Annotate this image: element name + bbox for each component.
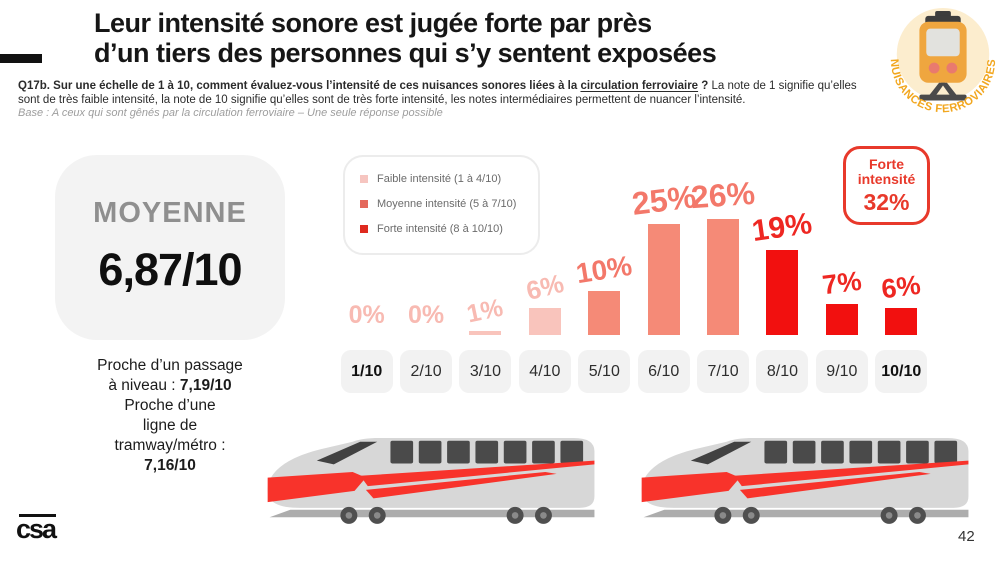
question-regular-text: La note de 1 signifie qu’elles sont de t… [18,80,857,106]
average-value: 6,87/10 [98,244,242,295]
bar-5-10 [588,290,621,335]
highlight-line1: Forte [869,156,904,172]
question-underlined-term: circulation ferroviaire [580,80,699,92]
detail-line: tramway/métro : [114,437,226,454]
detail-line: à niveau : 7,19/10 [40,376,300,396]
tick-column: 10/10 [872,350,931,393]
average-score-card: MOYENNE 6,87/10 [55,155,285,340]
faible-intensite-swatch-icon [360,175,368,183]
x-axis-tick-1-10: 1/10 [340,350,393,393]
bar-3-10 [469,330,502,335]
x-axis-tick-6-10: 6/10 [637,350,690,393]
bar-9-10 [825,303,858,335]
detail-line: ligne de [142,417,198,434]
train-wheels-icon [714,506,926,524]
tick-column: 5/10 [575,350,634,393]
page-title-line2: d’un tiers des personnes qui s’y sentent… [94,38,717,68]
tick-column: 6/10 [634,350,693,393]
chart-column: 7% [812,150,871,335]
bar-value-label: 6% [880,270,923,305]
chart-column: 0% [337,150,396,335]
bar-value-label: 25% [629,177,698,222]
chart-column: 1% [456,150,515,335]
question-bold-suffix: ? [698,80,709,92]
average-subgroup-details: Proche d’un passage à niveau : 7,19/10 P… [40,356,300,476]
forte-intensite-swatch-icon [360,225,368,233]
legend-label: Forte intensité (8 à 10/10) [377,223,503,235]
highlight-value: 32% [863,189,910,215]
bar-8-10 [766,250,799,335]
detail-line: Proche d’un passage [97,357,243,374]
detail-value: 7,19/10 [179,377,232,394]
csa-logo-text: csa [16,514,57,544]
detail-value: 7,16/10 [144,457,196,474]
page-number: 42 [958,528,975,545]
intensity-bar-chart: 0% 0% 1% 6% 10% 25% 26% 19% 7% 6% 1/10 2/10 3/10 4/1… [337,150,937,393]
legend-label: Faible intensité (1 à 4/10) [377,173,502,185]
tick-column: 2/10 [396,350,455,393]
high-speed-train-icon [641,437,969,524]
x-axis-tick-7-10: 7/10 [697,350,750,393]
x-axis-tick-4-10: 4/10 [518,350,571,393]
x-axis-tick-10-10: 10/10 [875,350,928,393]
bar-value-label: 6% [522,268,567,307]
bar-value-label: 0% [408,301,445,329]
detail-line: Proche d’une [124,397,216,414]
bar-value-label: 7% [820,265,864,301]
legend-item-forte: Forte intensité (8 à 10/10) [360,223,538,235]
legend-item-moyenne: Moyenne intensité (5 à 7/10) [360,198,538,210]
bar-value-label: 0% [348,301,385,329]
chart-column: 6% [872,150,931,335]
detail-line: 7,16/10 [40,456,300,476]
nuisances-ferroviaires-badge: NUISANCES FERROVIAIRES [888,8,998,115]
x-axis-tick-8-10: 8/10 [756,350,809,393]
tick-column: 8/10 [753,350,812,393]
chart-column: 19% [750,150,815,335]
high-speed-train-icon [267,437,595,524]
bar-value-label: 26% [689,175,757,216]
page-title-line1: Leur intensité sonore est jugée forte pa… [94,8,652,38]
bar-value-label: 1% [464,293,506,329]
chart-column: 10% [574,150,635,335]
csa-logo: csa [16,514,57,544]
train-wheels-icon [340,506,552,524]
page-title: Leur intensité sonore est jugée forte pa… [94,8,894,68]
csa-logo-overline [19,514,56,517]
highlight-line2: intensité [857,171,916,187]
tick-column: 7/10 [693,350,752,393]
chart-column: 6% [515,150,574,335]
tick-column: 1/10 [337,350,396,393]
chart-column: 26% [690,150,756,335]
bar-10-10 [885,308,918,335]
legend-item-faible: Faible intensité (1 à 4/10) [360,173,538,185]
base-note: Base : A ceux qui sont gênés par la circ… [18,107,443,119]
tick-column: 9/10 [812,350,871,393]
question-text: Q17b. Sur une échelle de 1 à 10, comment… [18,79,866,107]
chart-legend: Faible intensité (1 à 4/10) Moyenne inte… [343,155,540,255]
legend-label: Moyenne intensité (5 à 7/10) [377,198,517,210]
question-bold-prefix: Q17b. Sur une échelle de 1 à 10, comment… [18,80,581,92]
train-front-icon [919,10,967,101]
bar-4-10 [528,308,561,335]
bar-chart-ticks: 1/10 2/10 3/10 4/10 5/10 6/10 7/10 8/10 9/10 10/1… [337,350,937,393]
chart-column: 25% [630,150,698,335]
detail-label: à niveau : [108,377,180,394]
moyenne-intensite-swatch-icon [360,200,368,208]
tick-column: 3/10 [456,350,515,393]
bar-chart-plot: 0% 0% 1% 6% 10% 25% 26% 19% 7% 6% [337,150,937,335]
bar-value-label: 10% [574,249,635,289]
title-dash-decoration [0,54,42,63]
x-axis-tick-2-10: 2/10 [400,350,453,393]
x-axis-tick-3-10: 3/10 [459,350,512,393]
chart-column: 0% [396,150,455,335]
bar-7-10 [707,219,740,335]
x-axis-tick-9-10: 9/10 [815,350,868,393]
tick-column: 4/10 [515,350,574,393]
bar-6-10 [647,223,680,335]
x-axis-tick-5-10: 5/10 [578,350,631,393]
bar-value-label: 19% [750,207,815,249]
average-label: MOYENNE [93,197,247,229]
forte-intensite-highlight-box: Forte intensité 32% [843,146,930,225]
